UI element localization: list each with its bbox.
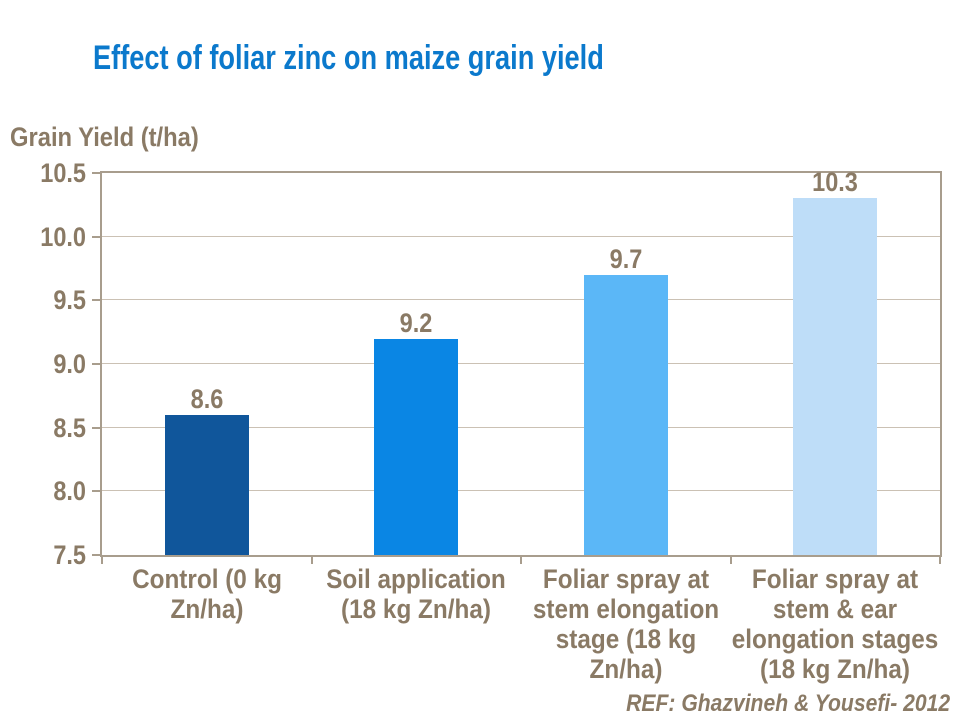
gridline xyxy=(102,490,940,491)
gridline xyxy=(102,236,940,237)
bar-value-label: 9.7 xyxy=(609,244,643,274)
y-axis-tick-mark xyxy=(92,236,100,238)
x-axis-category-label: Foliar spray at stem elongation stage (18 … xyxy=(518,564,734,684)
x-axis-tick-mark xyxy=(311,557,313,564)
bar-4 xyxy=(793,198,877,555)
x-axis-category-label: Control (0 kg Zn/ha) xyxy=(99,564,315,624)
y-axis-tick-label: 9.5 xyxy=(53,285,86,315)
x-axis-label-line: Foliar spray at xyxy=(751,564,919,594)
x-axis-label-line: stage (18 kg xyxy=(555,624,697,654)
y-axis-tick-mark xyxy=(92,363,100,365)
x-axis-tick-mark xyxy=(939,557,941,564)
y-axis-tick-label: 7.5 xyxy=(53,540,86,570)
x-axis-label-line: Zn/ha) xyxy=(589,654,663,684)
y-axis-tick-label: 9.0 xyxy=(53,349,86,379)
y-axis-tick-mark xyxy=(92,299,100,301)
x-axis-label-line: Foliar spray at xyxy=(542,564,710,594)
x-axis-tick-mark xyxy=(520,557,522,564)
x-axis-label-line: Control (0 kg xyxy=(132,564,282,594)
gridline xyxy=(102,363,940,364)
bar-value-label: 10.3 xyxy=(812,167,858,197)
y-axis-tick-label: 8.0 xyxy=(53,476,86,506)
bar-3 xyxy=(584,275,668,555)
chart-title: Effect of foliar zinc on maize grain yie… xyxy=(93,39,604,77)
y-axis-tick-label: 8.5 xyxy=(53,413,86,443)
x-axis-category-label: Soil application (18 kg Zn/ha) xyxy=(308,564,524,624)
x-axis-tick-mark xyxy=(101,557,103,564)
y-axis-tick-label: 10.0 xyxy=(40,222,86,252)
x-axis-label-line: stem & ear xyxy=(772,594,898,624)
y-axis-tick-mark xyxy=(92,490,100,492)
x-axis-label-line: (18 kg Zn/ha) xyxy=(341,594,491,624)
y-axis-title: Grain Yield (t/ha) xyxy=(10,122,199,152)
x-axis-label-line: (18 kg Zn/ha) xyxy=(760,654,910,684)
reference-text: REF: Ghazvineh & Yousefi- 2012 xyxy=(626,690,950,717)
x-axis-category-label: Foliar spray at stem & ear elongation stag… xyxy=(727,564,943,684)
gridline xyxy=(102,299,940,300)
bar-value-label: 9.2 xyxy=(399,308,433,338)
y-axis-tick-label: 10.5 xyxy=(40,158,86,188)
y-axis-tick-mark xyxy=(92,172,100,174)
x-axis-label-line: Zn/ha) xyxy=(170,594,244,624)
bar-value-label: 8.6 xyxy=(190,384,224,414)
x-axis-label-line: Soil application xyxy=(326,564,506,594)
gridline xyxy=(102,427,940,428)
x-axis-tick-mark xyxy=(730,557,732,564)
bar-1 xyxy=(165,415,249,555)
y-axis-tick-mark xyxy=(92,554,100,556)
plot-area xyxy=(100,171,942,557)
y-axis-tick-mark xyxy=(92,427,100,429)
x-axis-label-line: stem elongation xyxy=(532,594,720,624)
bar-2 xyxy=(374,339,458,555)
x-axis-label-line: elongation stages xyxy=(731,624,939,654)
